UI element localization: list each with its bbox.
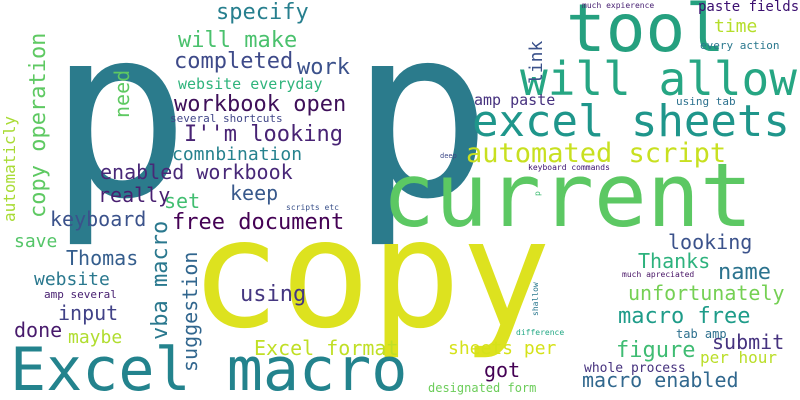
word: work [297, 55, 350, 80]
word: submit [712, 330, 785, 354]
word: time [714, 16, 758, 37]
word-vertical: suggestion [178, 251, 202, 372]
word: p [350, 0, 493, 251]
word: scripts etc [286, 203, 339, 212]
word: input [58, 301, 119, 325]
word: specify [216, 0, 309, 25]
word: figure [616, 338, 696, 363]
word: comnbination [172, 144, 303, 165]
word: tool [566, 0, 725, 67]
word: excel sheets [472, 96, 790, 147]
word-vertical: copy operation [26, 32, 51, 218]
word-vertical: p [533, 191, 542, 196]
word: will allow [520, 52, 797, 106]
word: sheets per [448, 338, 557, 359]
word-vertical: link [526, 40, 547, 84]
word: done [14, 318, 63, 342]
word: completed [174, 49, 294, 74]
word: name [718, 260, 771, 285]
word: will make [178, 28, 298, 53]
word: save [14, 231, 58, 252]
word-vertical: vba macro [148, 220, 173, 340]
word: much expierence [582, 1, 655, 10]
word: got [484, 358, 521, 382]
word: really [98, 183, 171, 207]
word: whole process [584, 361, 686, 376]
word: website [34, 269, 110, 290]
word: per hour [700, 348, 778, 367]
word: looking [668, 230, 753, 254]
word: current [382, 144, 753, 247]
word: deep [440, 152, 457, 160]
word-vertical: automaticly [0, 116, 19, 222]
word: paste fields [698, 0, 800, 15]
word: I''m looking [184, 122, 343, 147]
word: Thanks [638, 249, 711, 273]
word: workbook open [174, 92, 347, 117]
word-vertical: shallow [531, 282, 540, 316]
word-vertical: need [110, 69, 134, 118]
word: tab amp [676, 327, 727, 341]
word: macro enabled [582, 368, 739, 392]
word: using tab [676, 95, 736, 108]
word: keep [230, 181, 279, 205]
word: macro free [618, 304, 751, 329]
word: free document [172, 210, 345, 235]
word: designated form [428, 381, 537, 395]
word: Thomas [66, 246, 139, 270]
word: keyboard [50, 207, 147, 231]
word: amp paste [474, 91, 556, 109]
word: automated script [466, 138, 727, 169]
word: several shortcuts [170, 112, 283, 125]
word: much apreciated [622, 270, 695, 279]
word: using [240, 282, 307, 307]
word: amp several [44, 288, 117, 301]
word: Excel format [254, 336, 399, 360]
word: difference [516, 328, 565, 337]
word: every action [700, 39, 780, 52]
word: copy [190, 188, 552, 362]
word: keyboard commands [528, 163, 610, 172]
word: p [48, 0, 191, 251]
word: unfortunately [628, 281, 785, 305]
word: enabled workbook [100, 160, 293, 184]
word: maybe [68, 327, 123, 348]
word: website everyday [178, 75, 323, 93]
word: Excel macro [10, 335, 408, 400]
word: set [164, 189, 201, 213]
